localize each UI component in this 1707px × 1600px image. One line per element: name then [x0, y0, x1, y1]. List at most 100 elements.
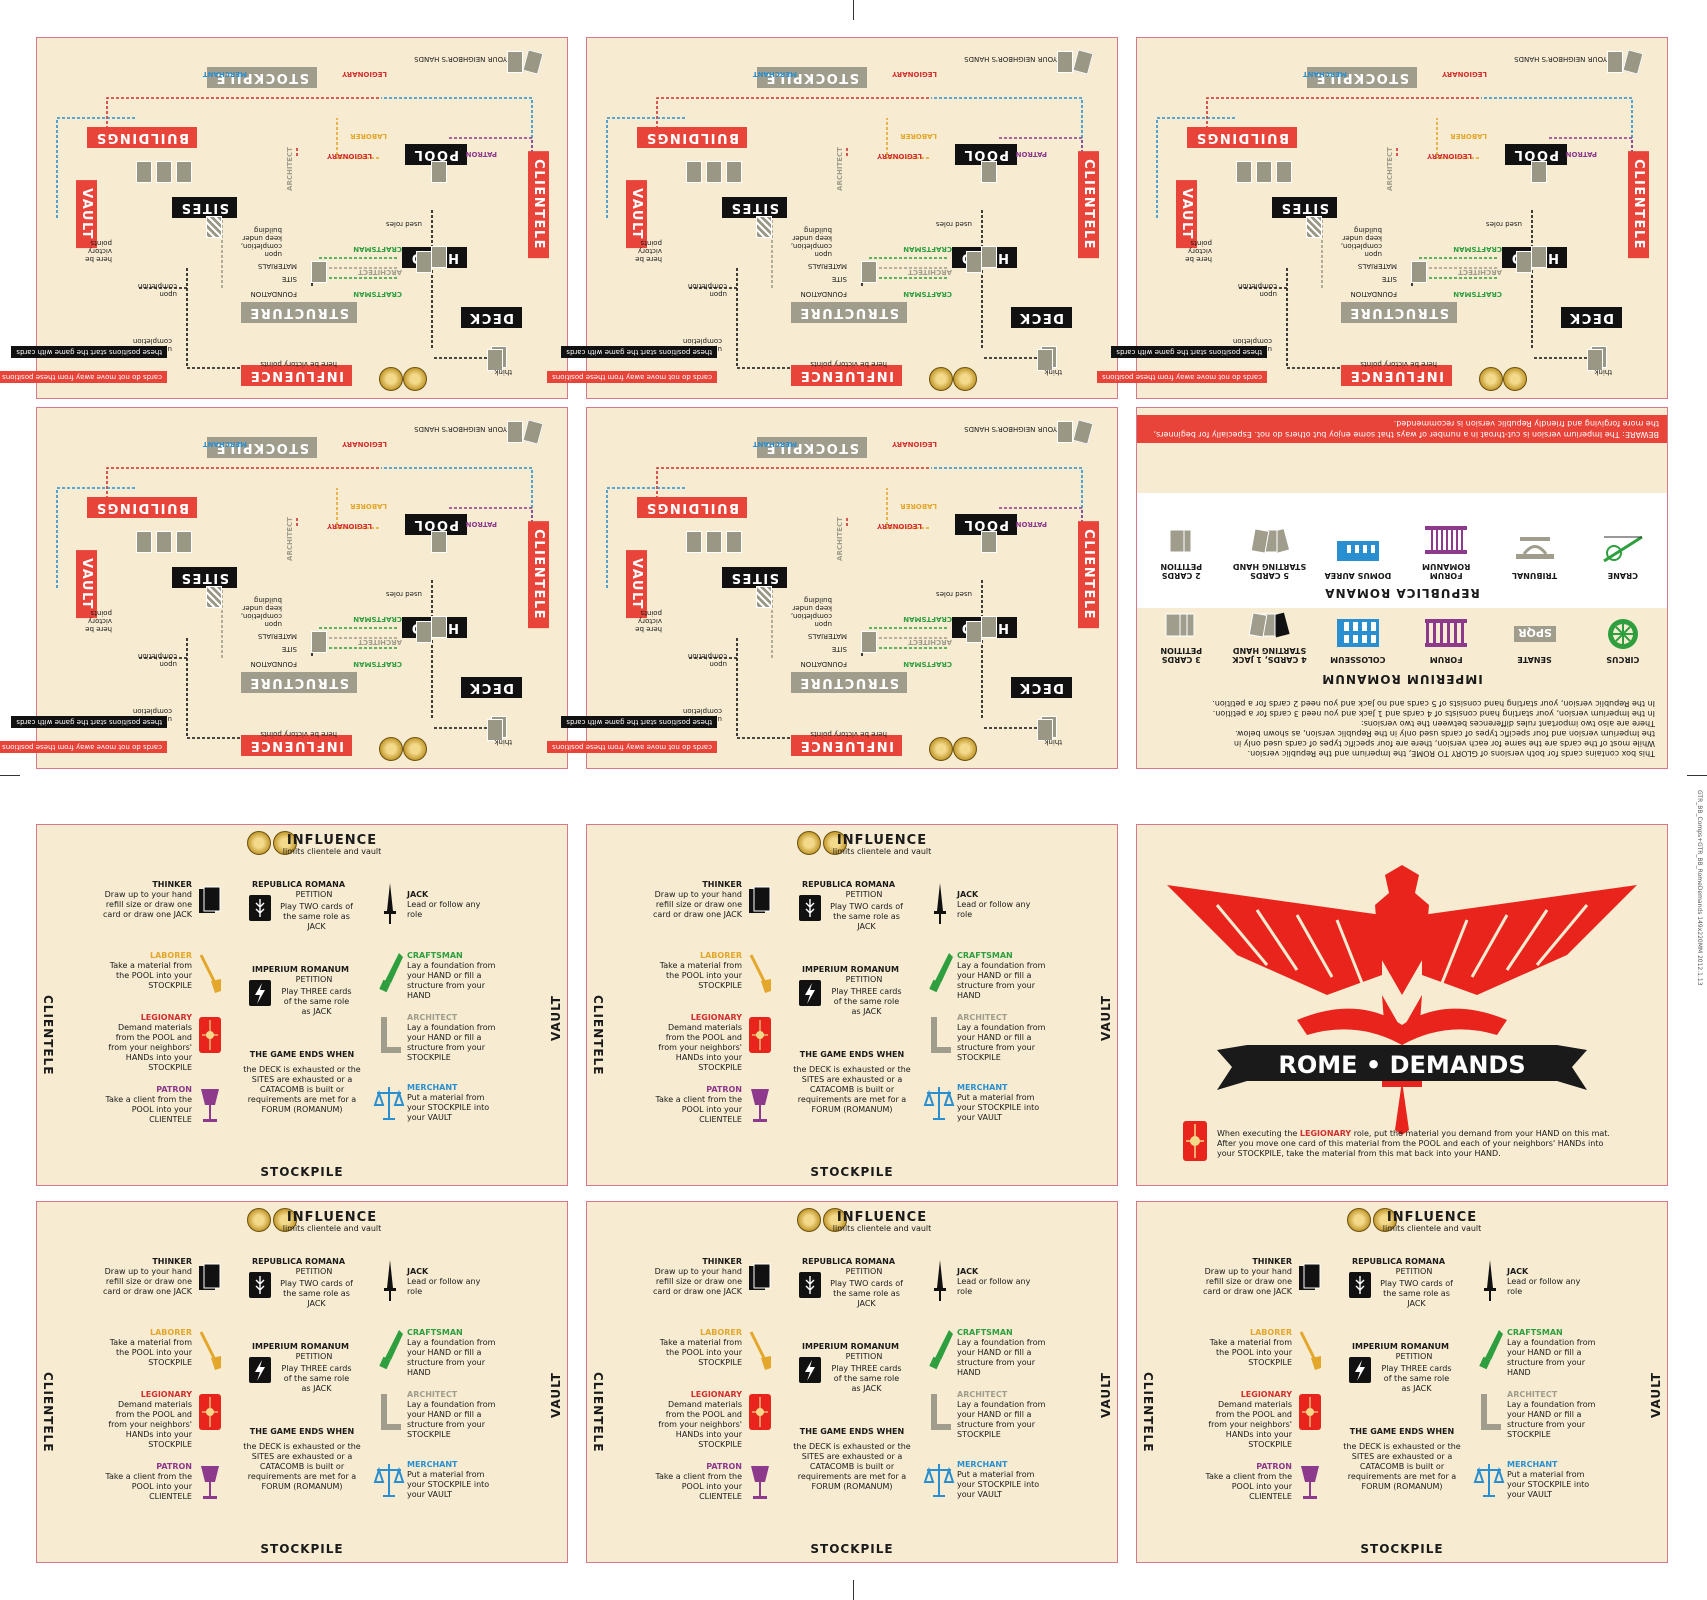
legionary-arrow-label: LEGIONARY [327, 152, 372, 160]
cards-icon [749, 886, 771, 913]
architect-arrow-label: ARCHITECT [836, 517, 845, 561]
completion-text: upon completion [687, 652, 727, 668]
square-ruler-icon [381, 1017, 401, 1053]
architect-arrow-label: ARCHITECT [908, 268, 952, 276]
imperium-rule: Play THREE cards of the same role as JAC… [281, 1364, 352, 1393]
patron-block: PATRON Take a client from the POOL into y… [105, 1085, 192, 1124]
merchant-block: MERCHANT Put a material from your STOCKPI… [1507, 1460, 1590, 1499]
influence-heading: INFLUENCE [286, 1210, 378, 1225]
influence-label: INFLUENCE [791, 735, 902, 756]
vault-label: VAULT [76, 550, 97, 618]
imperium-block: IMPERIUM ROMANUM [1352, 1342, 1449, 1351]
keep-under-text: upon completion, keep under building [240, 226, 282, 258]
architect-arrow-label: ARCHITECT [1458, 268, 1502, 276]
craftsman-arrow-label: CRAFTSMAN [1453, 290, 1502, 298]
materials-text: MATERIALS [1357, 262, 1397, 270]
republica-rule: Play TWO cards of the same role as JACK [830, 1279, 903, 1308]
scales-icon [373, 1464, 405, 1497]
square-ruler-icon [931, 1394, 951, 1430]
laborer-arrow-label: LABORER [350, 502, 387, 510]
laborer-block: LABORER Take a material from the POOL int… [1209, 1328, 1292, 1367]
craftsman-arrow-label: CRAFTSMAN [353, 660, 402, 668]
shield-icon [199, 1394, 221, 1430]
game-ends-block: THE GAME ENDS WHEN the DECK is exhausted … [793, 1050, 911, 1114]
petition-card: 2 CARDS PETITION [1144, 524, 1219, 580]
foundation-text: FOUNDATION [800, 660, 848, 668]
clientele-side-label: CLIENTELE [591, 1372, 605, 1453]
influence-heading: INFLUENCE [836, 833, 928, 848]
cards-icon [199, 1263, 221, 1290]
architect-arrow-label: ARCHITECT [908, 638, 952, 646]
patron-block: PATRON Take a client from the POOL into y… [1205, 1462, 1292, 1501]
tribunal-card: TRIBUNAL [1497, 524, 1572, 580]
sword-icon [384, 883, 396, 924]
craftsman-block: CRAFTSMAN Lay a foundation from your HAND… [957, 1328, 1046, 1377]
used-roles-text: used roles [386, 590, 422, 598]
lightning-card-icon [799, 980, 821, 1006]
start-cards-note: these positions start the game with card… [11, 346, 167, 358]
merchant-block: MERCHANT Put a material from your STOCKPI… [957, 1083, 1040, 1122]
legionary-shield-icon [1183, 1121, 1207, 1161]
foundation-text: FOUNDATION [250, 660, 298, 668]
site-text: SITE [831, 275, 847, 283]
goblet-icon [751, 1089, 769, 1122]
laborer-arrow-label: LABORER [900, 502, 937, 510]
keep-under-text: upon completion, keep under building [790, 596, 832, 628]
sword-icon [934, 1260, 946, 1301]
saw-icon [1479, 1330, 1503, 1370]
imperium-block: IMPERIUM ROMANUM [802, 1342, 899, 1351]
svg-text:ROME • DEMANDS: ROME • DEMANDS [1278, 1051, 1525, 1079]
used-roles-text: used roles [1486, 220, 1522, 228]
senate-icon: SPQR [1513, 626, 1556, 642]
shovel-icon [1299, 1331, 1321, 1370]
intro-line: There are also two important rules diffe… [1360, 719, 1655, 728]
craftsman-arrow-label: CRAFTSMAN [1453, 245, 1502, 253]
coin-icon [823, 831, 847, 855]
colosseum-card: COLOSSEUM [1320, 608, 1395, 664]
merchant-arrow-label: MERCHANT [752, 70, 797, 78]
laurel-card-icon [799, 895, 821, 921]
stockpile-bottom-label: STOCKPILE [260, 1542, 344, 1556]
structure-label: STRUCTURE [240, 302, 357, 323]
keep-under-text: upon completion, keep under building [790, 226, 832, 258]
patron-block: PATRON Take a client from the POOL into y… [655, 1462, 742, 1501]
senate-card: SENATE SPQR [1497, 608, 1572, 664]
vault-label: VAULT [626, 180, 647, 248]
legionary-arrow-label: LEGIONARY [877, 522, 922, 530]
craftsman-block: CRAFTSMAN Lay a foundation from your HAND… [957, 951, 1046, 1000]
influence-vp-text: here be victory points [260, 730, 337, 738]
laborer-block: LABORER Take a material from the POOL int… [659, 1328, 742, 1367]
starting-hand-card: 4 CARDS, 1 JACK STARTING HAND [1232, 608, 1307, 664]
intro-line: In the Imperium version, your starting h… [1212, 709, 1655, 718]
patron-arrow-label: PATRON [465, 150, 497, 158]
republica-block: REPUBLICA ROMANA [252, 1257, 346, 1266]
materials-text: MATERIALS [257, 262, 297, 270]
shovel-icon [749, 1331, 771, 1370]
republica-cards-row: CRANE TRIBUNAL FORUM ROMANUM DOMUS AUREA… [1137, 524, 1667, 580]
svg-text:SPQR: SPQR [1517, 626, 1551, 639]
lightning-card-icon [249, 1357, 271, 1383]
scales-icon [1473, 1464, 1505, 1497]
imperium-petition: PETITION [295, 975, 333, 984]
keep-under-text: upon completion, keep under building [1340, 226, 1382, 258]
coin-icon [929, 737, 953, 761]
clientele-side-label: CLIENTELE [1141, 1372, 1155, 1453]
vault-label: VAULT [1176, 180, 1197, 248]
cards-icon [1299, 1263, 1321, 1290]
crane-icon [1603, 535, 1643, 563]
imperium-petition: PETITION [1395, 1352, 1433, 1361]
republica-title: REPUBLICA ROMANA [1324, 586, 1480, 600]
goblet-icon [201, 1466, 219, 1499]
cards-icon [1169, 529, 1192, 553]
craftsman-arrow-label: CRAFTSMAN [353, 290, 402, 298]
cards-icon [1248, 612, 1290, 638]
shovel-icon [199, 954, 221, 993]
cards-icon [199, 886, 221, 913]
player-mat: STOCKPILE BUILDINGS SITES VAULT POOL HAN… [547, 37, 1118, 399]
deck-label: DECK [1010, 677, 1072, 698]
stockpile-bottom-label: STOCKPILE [260, 1165, 344, 1179]
no-move-note: cards do not move away from these positi… [547, 371, 717, 383]
goblet-icon [1301, 1466, 1319, 1499]
clientele-label: CLIENTELE [1078, 151, 1099, 258]
